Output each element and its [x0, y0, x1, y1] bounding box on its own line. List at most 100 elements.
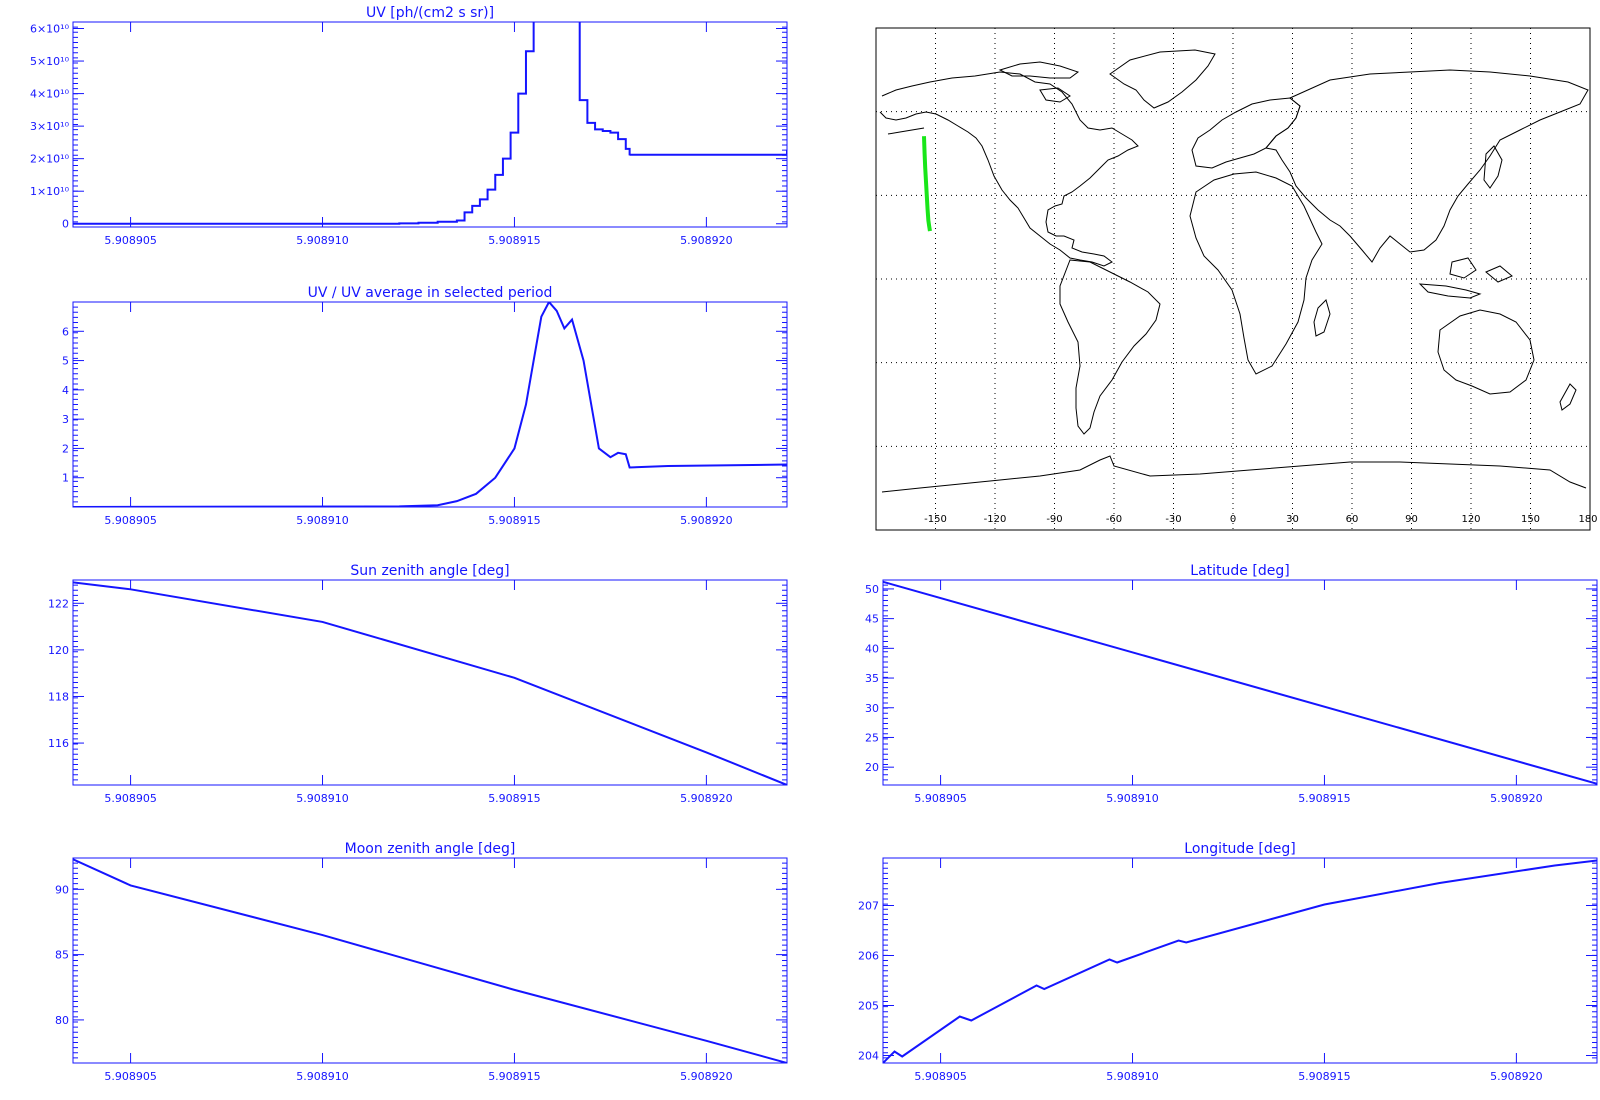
- y-tick-label: 116: [48, 737, 69, 750]
- x-tick-label: 5.908915: [488, 1070, 541, 1083]
- new-zealand-outline: [1559, 383, 1577, 411]
- asia-outline: [1265, 69, 1589, 263]
- x-tick-label: 5.908905: [104, 234, 157, 247]
- x-tick-label: 5.908915: [488, 514, 541, 527]
- y-tick-label: 45: [865, 613, 879, 626]
- africa-outline: [1189, 171, 1323, 375]
- antarctica-outline: [881, 455, 1587, 493]
- satellite-ground-track: [921, 136, 932, 232]
- map-lon-tick-label: -120: [984, 514, 1007, 525]
- chart-title: Sun zenith angle [deg]: [350, 563, 509, 579]
- y-tick-label: 3×10¹⁰: [30, 120, 70, 133]
- series-line: [73, 302, 787, 507]
- x-tick-label: 5.908910: [296, 792, 349, 805]
- y-tick-label: 2: [62, 442, 69, 455]
- y-tick-label: 118: [48, 690, 69, 703]
- chart-title: UV [ph/(cm2 s sr)]: [366, 5, 494, 21]
- y-tick-label: 205: [858, 1000, 879, 1013]
- x-tick-label: 5.908905: [104, 514, 157, 527]
- map-lon-tick-label: 0: [1230, 514, 1236, 525]
- arctic-islands-outline: [998, 61, 1080, 103]
- x-tick-label: 5.908915: [488, 792, 541, 805]
- y-tick-label: 80: [55, 1014, 69, 1027]
- map-lon-tick-label: 120: [1461, 514, 1480, 525]
- map-lon-tick-label: 180: [1578, 514, 1597, 525]
- australia-outline: [1437, 309, 1535, 395]
- greenland-outline: [1109, 49, 1216, 109]
- x-tick-label: 5.908910: [296, 514, 349, 527]
- x-tick-label: 5.908905: [914, 792, 967, 805]
- x-tick-label: 5.908915: [1298, 792, 1351, 805]
- y-tick-label: 204: [858, 1050, 879, 1063]
- y-tick-label: 90: [55, 883, 69, 896]
- latitude-panel: Latitude [deg] 5.908905 5.908910 5.908915 5.…: [865, 563, 1598, 805]
- y-tick-label: 207: [858, 900, 879, 913]
- y-tick-label: 0: [62, 218, 69, 231]
- map-lon-tick-label: -90: [1046, 514, 1062, 525]
- map-lon-ticks: -150 -120 -90 -60 -30 0 30 60 90 120 150 180: [924, 514, 1597, 525]
- series-line: [883, 580, 1597, 785]
- y-tick-label: 25: [865, 731, 879, 744]
- x-tick-label: 5.908905: [104, 1070, 157, 1083]
- y-tick-label: 4×10¹⁰: [30, 88, 70, 101]
- plot-frame: [882, 857, 1598, 1064]
- y-tick-label: 2×10¹⁰: [30, 153, 70, 166]
- japan-outline: [1483, 145, 1503, 189]
- plot-frame: [72, 579, 788, 786]
- map-grid: [876, 28, 1590, 530]
- x-tick-label: 5.908920: [1490, 792, 1543, 805]
- y-tick-label: 85: [55, 949, 69, 962]
- map-lon-tick-label: 90: [1405, 514, 1418, 525]
- map-lon-tick-label: -150: [924, 514, 947, 525]
- x-tick-label: 5.908910: [1106, 1070, 1159, 1083]
- y-tick-label: 1: [62, 472, 69, 485]
- madagascar-outline: [1313, 299, 1331, 337]
- series-line: [883, 859, 1597, 1063]
- uv-panel: UV [ph/(cm2 s sr)] 5.908905 5.908910 5.9089…: [30, 5, 788, 247]
- southeast-asia-islands-outline: [1418, 257, 1513, 299]
- y-tick-label: 35: [865, 672, 879, 685]
- y-tick-label: 122: [48, 597, 69, 610]
- y-tick-label: 206: [858, 950, 879, 963]
- y-tick-label: 1×10¹⁰: [30, 185, 70, 198]
- plot-frame: [72, 21, 788, 228]
- plot-frame: [72, 301, 788, 508]
- x-tick-label: 5.908905: [914, 1070, 967, 1083]
- map-lon-tick-label: -60: [1106, 514, 1122, 525]
- uv-ratio-panel: UV / UV average in selected period 5.9089…: [62, 285, 788, 527]
- series-line: [73, 858, 787, 1063]
- x-tick-label: 5.908905: [104, 792, 157, 805]
- y-tick-label: 20: [865, 761, 879, 774]
- x-tick-label: 5.908920: [1490, 1070, 1543, 1083]
- map-lon-tick-label: 150: [1521, 514, 1540, 525]
- x-tick-label: 5.908920: [680, 1070, 733, 1083]
- y-tick-label: 6: [62, 325, 69, 338]
- series-line: [73, 581, 787, 785]
- map-lon-tick-label: -30: [1165, 514, 1181, 525]
- series-line: [73, 22, 787, 225]
- y-tick-label: 120: [48, 644, 69, 657]
- map-continents: [879, 49, 1589, 493]
- south-america-outline: [1059, 259, 1161, 435]
- chart-title: Latitude [deg]: [1190, 563, 1289, 579]
- y-tick-label: 50: [865, 583, 879, 596]
- x-tick-label: 5.908920: [680, 792, 733, 805]
- longitude-panel: Longitude [deg] 5.908905 5.908910 5.908915 5…: [858, 841, 1598, 1083]
- y-tick-label: 5: [62, 355, 69, 368]
- moon-zenith-panel: Moon zenith angle [deg] 5.908905 5.908910 5…: [55, 841, 788, 1083]
- x-tick-label: 5.908910: [296, 234, 349, 247]
- x-tick-label: 5.908920: [680, 514, 733, 527]
- map-lon-tick-label: 60: [1346, 514, 1359, 525]
- plot-frame: [72, 857, 788, 1064]
- map-lon-tick-label: 30: [1286, 514, 1299, 525]
- chart-title: Moon zenith angle [deg]: [345, 841, 516, 857]
- y-tick-label: 40: [865, 642, 879, 655]
- sun-zenith-panel: Sun zenith angle [deg] 5.908905 5.908910 5.…: [48, 563, 788, 805]
- europe-outline: [1191, 97, 1301, 169]
- y-tick-label: 5×10¹⁰: [30, 55, 70, 68]
- north-america-outline: [879, 71, 1139, 267]
- chart-title: UV / UV average in selected period: [308, 285, 553, 301]
- x-tick-label: 5.908915: [1298, 1070, 1351, 1083]
- x-tick-label: 5.908915: [488, 234, 541, 247]
